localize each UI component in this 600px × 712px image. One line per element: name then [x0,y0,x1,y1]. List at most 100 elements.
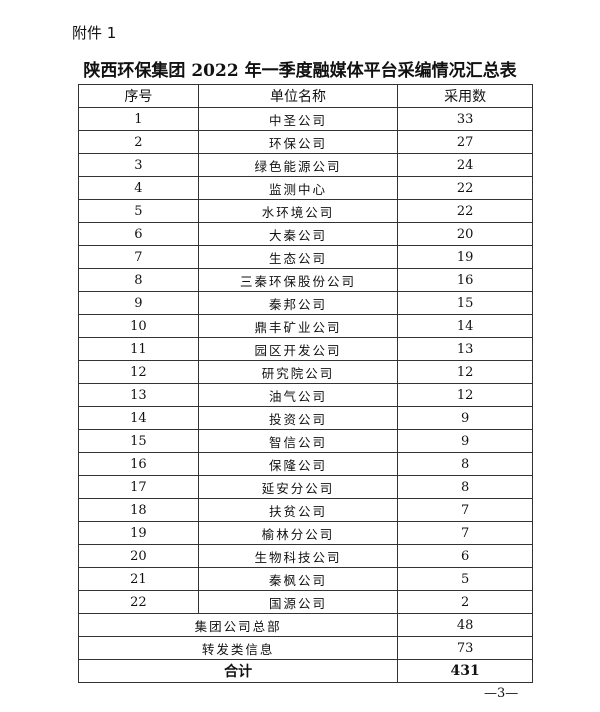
row-number: 8 [78,268,199,292]
row-number: 2 [78,130,199,154]
unit-name: 水环境公司 [197,199,399,223]
unit-name: 投资公司 [197,406,399,430]
row-number: 20 [78,544,199,568]
unit-name: 智信公司 [197,429,399,453]
table-row: 1 中圣公司 33 [78,107,533,131]
row-number: 7 [78,245,199,269]
total-label: 合计 [77,659,399,683]
table-row: 9 秦邦公司 15 [78,291,533,315]
row-count: 15 [397,291,533,315]
table-row: 19 榆林分公司 7 [78,521,533,545]
header-number: 序号 [78,84,199,108]
row-number: 5 [78,199,199,223]
summary-row: 转发类信息 73 [77,636,533,660]
row-number: 10 [78,314,199,338]
row-count: 8 [397,452,533,476]
table-row: 5 水环境公司 22 [78,199,533,223]
unit-name: 生物科技公司 [197,544,399,568]
row-count: 14 [397,314,533,338]
table-row: 14 投资公司 9 [78,406,533,430]
row-count: 16 [397,268,533,292]
row-count: 12 [397,360,533,384]
unit-name: 国源公司 [197,590,399,614]
unit-name: 鼎丰矿业公司 [197,314,399,338]
row-count: 5 [397,567,533,591]
table-row: 12 研究院公司 12 [78,360,533,384]
row-number: 19 [78,521,199,545]
row-number: 14 [78,406,199,430]
row-count: 7 [397,521,533,545]
unit-name: 榆林分公司 [197,521,399,545]
summary-label: 集团公司总部 [77,613,399,637]
table-row: 6 大秦公司 20 [78,222,533,246]
row-number: 22 [78,590,199,614]
summary-count: 73 [397,636,533,660]
table-row: 11 园区开发公司 13 [78,337,533,361]
summary-count: 48 [397,613,533,637]
table-row: 17 延安分公司 8 [78,475,533,499]
row-number: 18 [78,498,199,522]
unit-name: 延安分公司 [197,475,399,499]
table-row: 8 三秦环保股份公司 16 [78,268,533,292]
total-row: 合计 431 [77,659,533,683]
row-number: 13 [78,383,199,407]
unit-name: 秦邦公司 [197,291,399,315]
row-number: 4 [78,176,199,200]
row-count: 19 [397,245,533,269]
table-row: 10 鼎丰矿业公司 14 [78,314,533,338]
row-number: 1 [78,107,199,131]
row-count: 22 [397,199,533,223]
table-row: 20 生物科技公司 6 [78,544,533,568]
unit-name: 扶贫公司 [197,498,399,522]
row-count: 22 [397,176,533,200]
table-row: 21 秦枫公司 5 [78,567,533,591]
unit-name: 绿色能源公司 [197,153,399,177]
unit-name: 秦枫公司 [197,567,399,591]
row-count: 13 [397,337,533,361]
summary-table: 序号 单位名称 采用数 1 中圣公司 33 2 环保公司 27 3 绿色能源公司 24 4 监测中心… [77,84,533,683]
table-row: 15 智信公司 9 [78,429,533,453]
unit-name: 中圣公司 [197,107,399,131]
document-title: 陕西环保集团 2022 年一季度融媒体平台采编情况汇总表 [83,61,517,81]
unit-name: 大秦公司 [197,222,399,246]
row-number: 3 [78,153,199,177]
row-count: 7 [397,498,533,522]
row-number: 11 [78,337,199,361]
table-row: 18 扶贫公司 7 [78,498,533,522]
unit-name: 研究院公司 [197,360,399,384]
row-count: 9 [397,406,533,430]
unit-name: 保隆公司 [197,452,399,476]
row-count: 20 [397,222,533,246]
unit-name: 三秦环保股份公司 [197,268,399,292]
table-row: 22 国源公司 2 [78,590,533,614]
table-header-row: 序号 单位名称 采用数 [78,84,533,108]
row-number: 21 [78,567,199,591]
row-number: 12 [78,360,199,384]
row-count: 9 [397,429,533,453]
row-number: 17 [78,475,199,499]
summary-row: 集团公司总部 48 [77,613,533,637]
header-count: 采用数 [397,84,533,108]
header-unit-name: 单位名称 [197,84,399,108]
page-number: —3— [484,686,519,701]
table-row: 3 绿色能源公司 24 [78,153,533,177]
row-count: 33 [397,107,533,131]
total-count: 431 [397,659,533,683]
unit-name: 环保公司 [197,130,399,154]
attachment-label: 附件 1 [72,24,117,42]
table-row: 16 保隆公司 8 [78,452,533,476]
row-count: 6 [397,544,533,568]
row-number: 9 [78,291,199,315]
row-count: 8 [397,475,533,499]
row-count: 2 [397,590,533,614]
row-count: 27 [397,130,533,154]
row-count: 24 [397,153,533,177]
table-row: 13 油气公司 12 [78,383,533,407]
table-row: 7 生态公司 19 [78,245,533,269]
unit-name: 园区开发公司 [197,337,399,361]
row-number: 16 [78,452,199,476]
table-row: 2 环保公司 27 [78,130,533,154]
row-count: 12 [397,383,533,407]
summary-label: 转发类信息 [77,636,399,660]
row-number: 15 [78,429,199,453]
